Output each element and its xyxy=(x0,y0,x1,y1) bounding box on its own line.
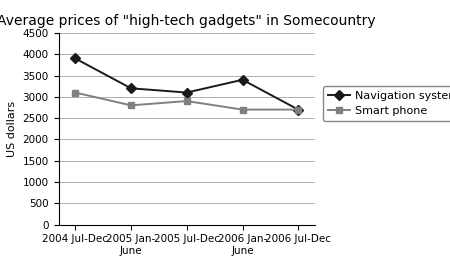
Navigation system xyxy=(296,108,301,111)
Smart phone xyxy=(184,99,189,103)
Navigation system xyxy=(128,87,134,90)
Line: Navigation system: Navigation system xyxy=(72,55,302,113)
Smart phone xyxy=(128,104,134,107)
Title: Average prices of "high-tech gadgets" in Somecountry: Average prices of "high-tech gadgets" in… xyxy=(0,13,376,28)
Smart phone xyxy=(296,108,301,111)
Navigation system xyxy=(240,78,245,81)
Smart phone xyxy=(240,108,245,111)
Smart phone xyxy=(72,91,78,94)
Line: Smart phone: Smart phone xyxy=(72,89,302,113)
Y-axis label: US dollars: US dollars xyxy=(7,101,17,157)
Navigation system xyxy=(72,57,78,60)
Legend: Navigation system, Smart phone: Navigation system, Smart phone xyxy=(323,86,450,121)
Navigation system xyxy=(184,91,189,94)
